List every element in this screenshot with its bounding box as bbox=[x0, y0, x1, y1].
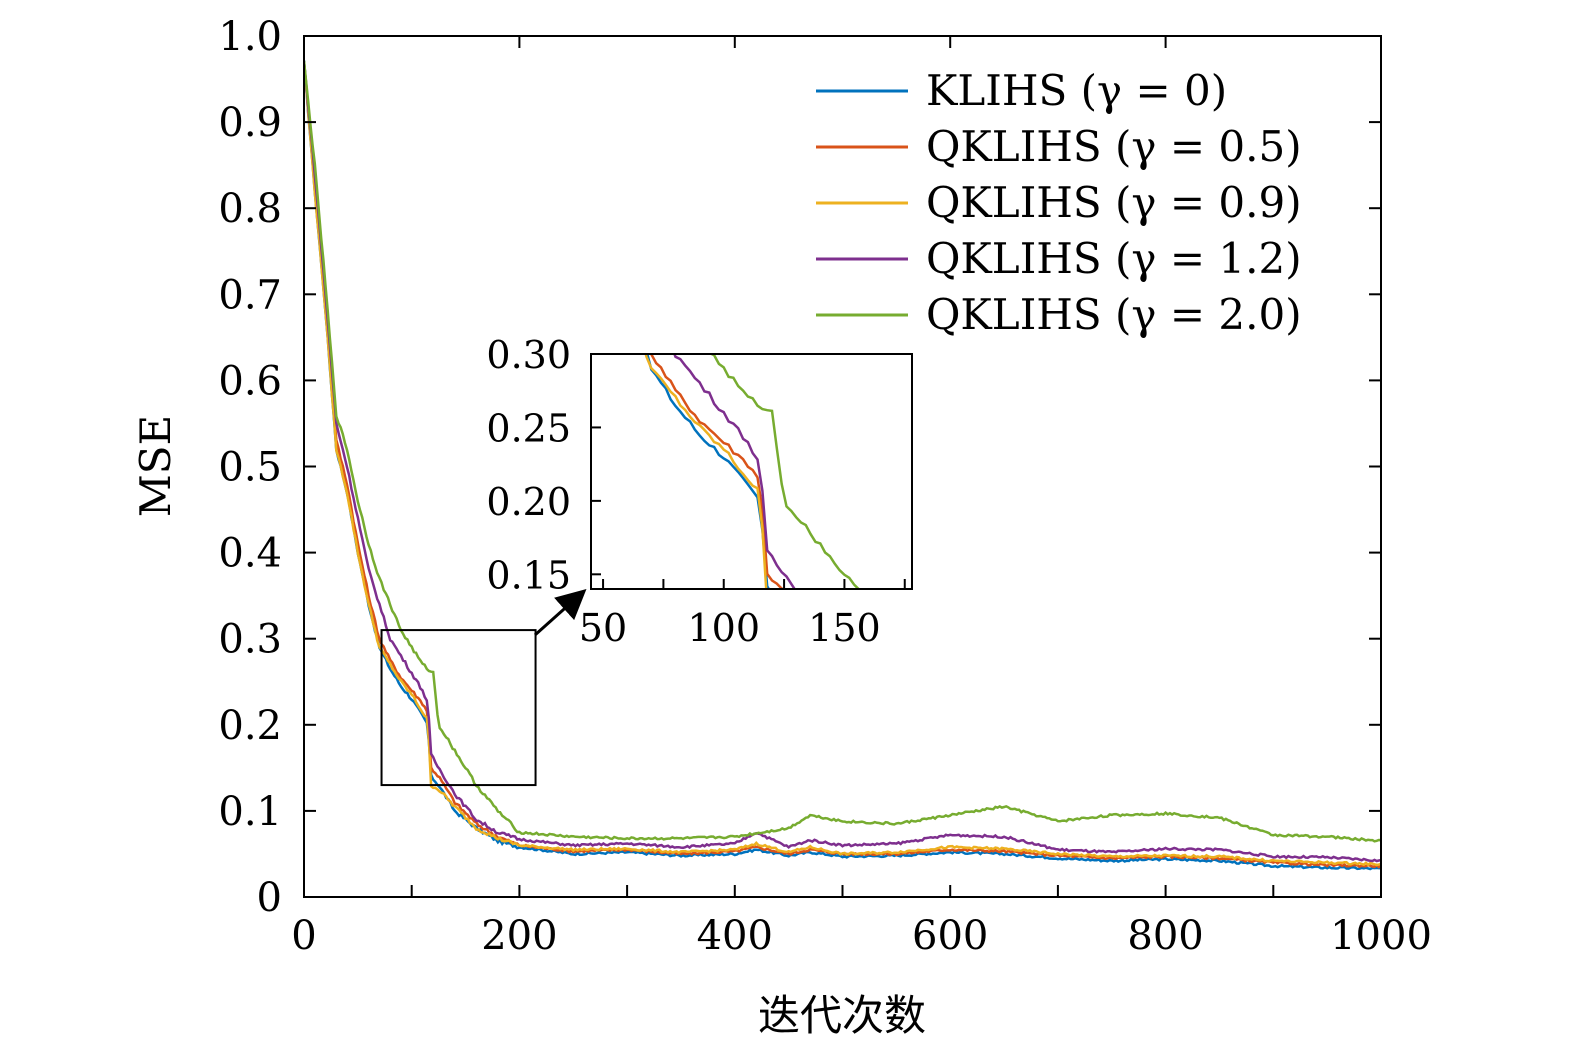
legend-label: KLIHS (γ = 0) bbox=[926, 66, 1227, 115]
y-tick-label: 0.2 bbox=[218, 703, 282, 749]
inset-y-tick-label: 0.25 bbox=[486, 406, 571, 450]
series-line-2 bbox=[304, 62, 1381, 867]
x-tick-label: 800 bbox=[1127, 913, 1203, 959]
inset-plot-area: 50 100 150 0.15 0.20 0.25 0.30 bbox=[486, 333, 913, 650]
inset-y-tick-label: 0.20 bbox=[486, 480, 571, 524]
x-tick-label: 200 bbox=[481, 913, 557, 959]
y-tick-label: 1.0 bbox=[218, 14, 282, 60]
legend-label: QKLIHS (γ = 2.0) bbox=[926, 290, 1302, 339]
y-tick-label: 0.5 bbox=[218, 445, 282, 491]
zoom-arrow bbox=[534, 589, 587, 637]
y-axis-label: MSE bbox=[131, 415, 180, 517]
inset-x-tick-label: 100 bbox=[687, 606, 760, 650]
y-tick-label: 0.9 bbox=[218, 100, 282, 146]
x-tick-label: 600 bbox=[912, 913, 988, 959]
zoom-box bbox=[380, 629, 537, 787]
y-tick-label: 0.6 bbox=[218, 358, 282, 404]
legend-label: QKLIHS (γ = 0.5) bbox=[926, 122, 1302, 171]
y-tick-label: 0.7 bbox=[218, 272, 282, 318]
inset-x-tick-label: 50 bbox=[579, 606, 627, 650]
x-axis-label: 迭代次数 bbox=[758, 991, 926, 1040]
x-tick-label: 400 bbox=[697, 913, 773, 959]
y-tick-label: 0.3 bbox=[218, 617, 282, 663]
inset-y-tick-label: 0.30 bbox=[486, 333, 571, 377]
legend-label: QKLIHS (γ = 1.2) bbox=[926, 234, 1302, 283]
series-line-4 bbox=[304, 60, 1381, 843]
y-tick-label: 0.1 bbox=[218, 789, 282, 835]
x-tick-label: 0 bbox=[291, 913, 316, 959]
y-tick-label: 0 bbox=[257, 875, 282, 921]
x-tick-label: 1000 bbox=[1330, 913, 1432, 959]
series-line-3 bbox=[304, 61, 1381, 863]
legend-label: QKLIHS (γ = 0.9) bbox=[926, 178, 1302, 227]
legend: KLIHS (γ = 0) QKLIHS (γ = 0.5) QKLIHS (γ =… bbox=[816, 66, 1302, 339]
inset-x-tick-label: 150 bbox=[808, 606, 881, 650]
y-tick-label: 0.4 bbox=[218, 531, 282, 577]
inset-axes-frame bbox=[590, 353, 913, 590]
inset-y-tick-label: 0.15 bbox=[486, 553, 571, 597]
y-tick-label: 0.8 bbox=[218, 186, 282, 232]
main-plot-area: 0 200 400 600 800 1000 0 0.1 0.2 0.3 0.4 0.5 0.6 0.7 0… bbox=[218, 14, 1432, 959]
